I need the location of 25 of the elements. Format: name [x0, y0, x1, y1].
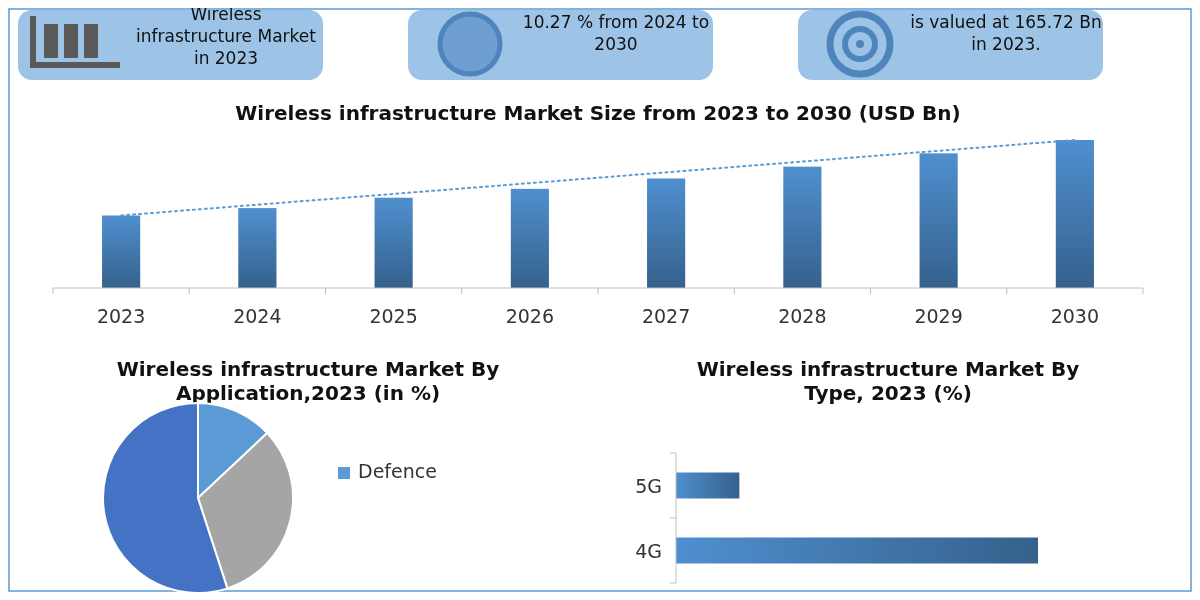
x-tick-label: 2026 — [505, 305, 555, 327]
legend-label: Defence — [358, 460, 437, 482]
x-tick-label: 2027 — [641, 305, 691, 327]
chart-title: Wireless infrastructure Market By Type, 2023 (%) — [696, 357, 1080, 405]
x-tick-label: 2028 — [778, 305, 827, 327]
bar — [919, 153, 958, 288]
chart-title: Wireless infrastructure Market Size from 2023 to 2030 (USD Bn) — [235, 101, 961, 125]
text: is valued at 165.72 Bn in 2023. — [910, 12, 1102, 54]
x-tick-label: 2029 — [914, 305, 963, 327]
y-tick-label: 5G — [635, 474, 662, 497]
text: 10.27 % from 2024 to 2030 — [522, 12, 710, 54]
x-tick-label: 2024 — [233, 305, 282, 327]
x-tick-label: 2023 — [96, 305, 146, 327]
chart-title: Wireless infrastructure Market By Application,2023 (in %) — [116, 357, 500, 405]
bar — [647, 178, 686, 288]
bar — [102, 215, 141, 288]
bar — [510, 188, 549, 288]
bar — [1055, 140, 1094, 288]
x-tick-label: 2030 — [1050, 305, 1100, 327]
x-tick-label: 2025 — [369, 305, 418, 327]
bar — [238, 208, 277, 288]
bar — [374, 197, 413, 288]
bar — [783, 166, 822, 288]
y-tick-label: 4G — [635, 539, 662, 562]
text: Wireless infrastructure Market in 2023 — [136, 4, 317, 68]
